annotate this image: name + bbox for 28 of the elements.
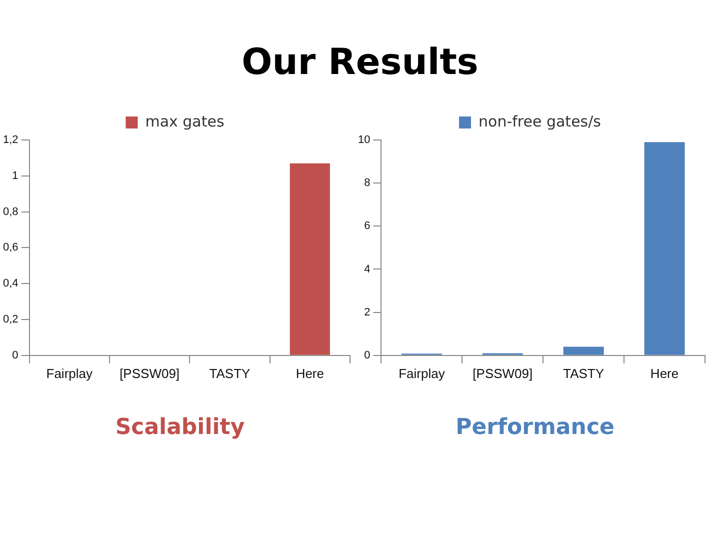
x-tick-label: Fairplay	[46, 366, 93, 381]
x-tick-label: [PSSW09]	[472, 366, 533, 381]
y-tick-label: 0,8	[2, 206, 18, 218]
y-tick-label: 4	[364, 263, 370, 276]
x-tick-label: Here	[296, 366, 324, 381]
y-tick-label: 1,2	[2, 134, 18, 146]
legend-label: non-free gates/s	[478, 112, 602, 130]
x-tick-label: TASTY	[209, 366, 251, 381]
y-tick-label: 0,2	[2, 314, 18, 326]
y-tick-label: 10	[358, 134, 370, 146]
y-tick-label: 2	[364, 306, 370, 318]
y-tick-label: 0	[364, 349, 370, 362]
bar	[644, 142, 685, 355]
bar	[563, 346, 604, 355]
x-tick-label: Fairplay	[398, 366, 446, 381]
legend-label: max gates	[145, 112, 224, 130]
x-tick-label: TASTY	[563, 366, 604, 381]
y-tick-label: 1	[12, 170, 18, 182]
y-tick-label: 8	[364, 177, 370, 190]
y-tick-label: 6	[364, 220, 370, 232]
x-axis-title: Performance	[454, 415, 616, 440]
y-tick-label: 0	[12, 349, 18, 362]
x-axis-title: Scalability	[114, 415, 246, 440]
chart-title: Our Results	[240, 42, 480, 83]
x-tick-label: [PSSW09]	[120, 366, 180, 381]
x-tick-label: Here	[650, 366, 679, 381]
y-tick-label: 0,4	[2, 278, 18, 290]
y-tick-label: 0,6	[2, 242, 18, 254]
